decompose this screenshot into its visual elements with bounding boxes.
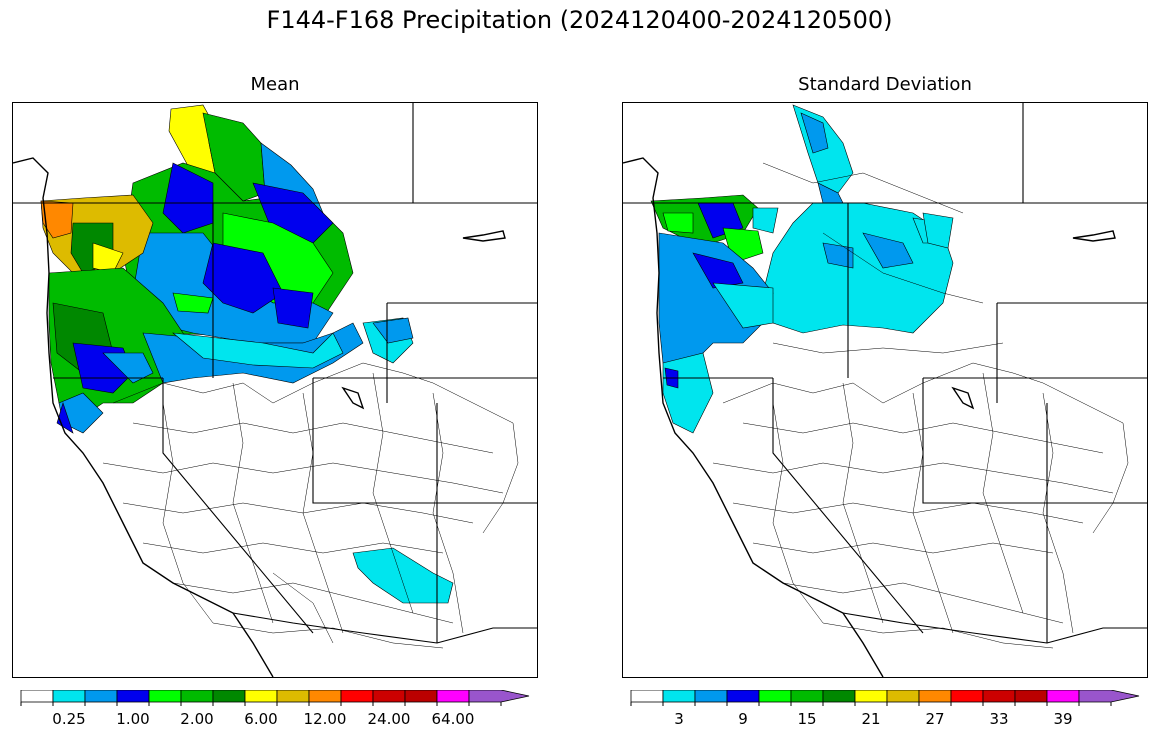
std-colorbar-box-7 xyxy=(854,689,888,703)
mean-state-borders xyxy=(13,103,537,644)
mean-colorbar-boxes xyxy=(20,689,530,706)
mean-colorbar-label: 64.00 xyxy=(431,710,475,728)
std-colorbar-box-3 xyxy=(726,689,760,703)
mean-colorbar-box-9 xyxy=(308,689,342,703)
std-colorbar-label: 9 xyxy=(738,710,748,728)
std-fill xyxy=(650,104,954,434)
mean-colorbar-box-1 xyxy=(52,689,86,703)
std-coastline xyxy=(623,157,1116,677)
std-colorbar-label: 21 xyxy=(861,710,881,728)
std-colorbar-label: 3 xyxy=(674,710,684,728)
mean-colorbar-box-13 xyxy=(436,689,470,703)
std-colorbar-box-14 xyxy=(1078,689,1140,703)
mean-colorbar-label: 1.00 xyxy=(116,710,150,728)
std-basin-outlines xyxy=(712,162,1129,649)
std-colorbar-box-13 xyxy=(1046,689,1080,703)
mean-basin-outlines xyxy=(102,362,519,649)
mean-colorbar-box-8 xyxy=(276,689,310,703)
std-colorbar-box-5 xyxy=(790,689,824,703)
std-colorbar-box-10 xyxy=(950,689,984,703)
std-colorbar-boxes xyxy=(630,689,1140,706)
std-colorbar-box-12 xyxy=(1014,689,1048,703)
mean-colorbar-label: 2.00 xyxy=(180,710,214,728)
mean-colorbar-box-5 xyxy=(180,689,214,703)
mean-colorbar-label: 0.25 xyxy=(52,710,86,728)
std-colorbar-label: 27 xyxy=(925,710,945,728)
std-panel-title: Standard Deviation xyxy=(798,74,972,95)
mean-colorbar-box-2 xyxy=(84,689,118,703)
mean-colorbar-box-7 xyxy=(244,689,278,703)
std-colorbar-label: 33 xyxy=(989,710,1009,728)
mean-coastline xyxy=(13,157,506,677)
mean-colorbar-box-11 xyxy=(372,689,406,703)
mean-colorbar-box-4 xyxy=(148,689,182,703)
std-state-borders xyxy=(623,103,1147,644)
std-colorbar-box-0 xyxy=(630,689,664,703)
mean-colorbar-box-12 xyxy=(404,689,438,703)
mean-precip-fill xyxy=(40,104,454,604)
std-colorbar-box-2 xyxy=(694,689,728,703)
mean-colorbar-label: 12.00 xyxy=(303,710,347,728)
std-colorbar: 3 9 15 21 27 33 39 xyxy=(630,689,1150,730)
mean-colorbar-box-0 xyxy=(20,689,54,703)
std-colorbar-box-8 xyxy=(886,689,920,703)
std-colorbar-label: 15 xyxy=(797,710,817,728)
mean-colorbar-box-10 xyxy=(340,689,374,703)
std-colorbar-box-9 xyxy=(918,689,952,703)
std-colorbar-box-4 xyxy=(758,689,792,703)
mean-colorbar-box-14 xyxy=(468,689,530,703)
figure-title: F144-F168 Precipitation (2024120400-2024… xyxy=(266,6,893,34)
std-colorbar-box-11 xyxy=(982,689,1016,703)
mean-colorbar-label: 6.00 xyxy=(244,710,278,728)
std-map[interactable] xyxy=(622,102,1148,678)
mean-colorbar-label: 24.00 xyxy=(367,710,411,728)
mean-panel-title: Mean xyxy=(250,74,300,95)
mean-colorbar-box-6 xyxy=(212,689,246,703)
std-colorbar-box-6 xyxy=(822,689,856,703)
std-colorbar-box-1 xyxy=(662,689,696,703)
mean-colorbar: 0.25 1.00 2.00 6.00 12.00 24.00 64.00 xyxy=(20,689,540,730)
mean-colorbar-box-3 xyxy=(116,689,150,703)
mean-map[interactable] xyxy=(12,102,538,678)
std-colorbar-label: 39 xyxy=(1053,710,1073,728)
